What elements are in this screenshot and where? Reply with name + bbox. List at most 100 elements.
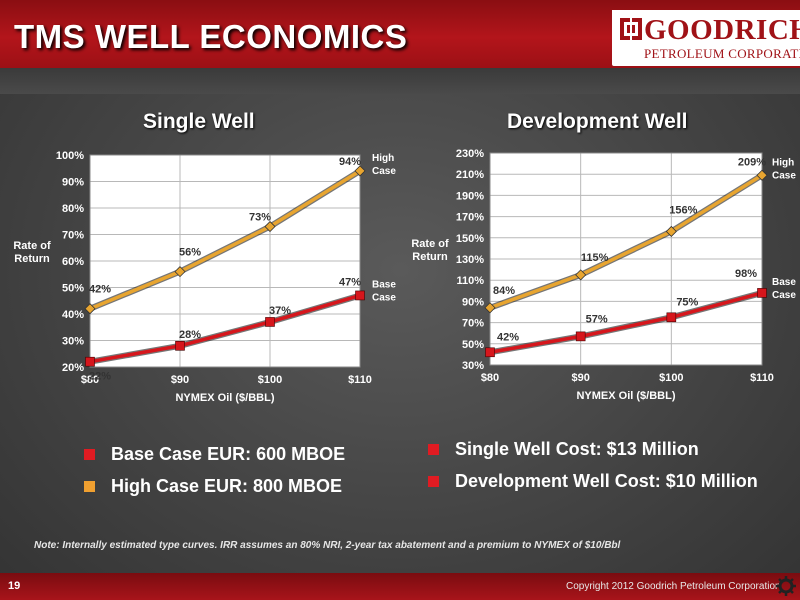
data-point-marker	[174, 266, 186, 278]
series-line-base-case	[89, 293, 361, 364]
data-label: 73%	[249, 212, 271, 224]
data-label: 22%	[89, 371, 111, 383]
series-name-label: High	[772, 157, 794, 168]
x-tick-label: $100	[659, 372, 683, 384]
bullet-item: High Case EUR: 800 MBOE	[84, 470, 345, 502]
y-tick-label: 170%	[456, 212, 484, 224]
y-tick-label: 50%	[462, 339, 484, 351]
x-axis-label: NYMEX Oil ($/BBL)	[175, 392, 274, 404]
data-point-marker	[575, 269, 587, 281]
eur-bullet-list: Base Case EUR: 600 MBOE High Case EUR: 8…	[84, 438, 345, 502]
bullet-square-icon	[84, 480, 95, 492]
data-point-marker	[354, 165, 366, 177]
y-tick-label: 70%	[62, 230, 84, 242]
data-point-marker	[666, 312, 677, 323]
y-tick-label: 80%	[62, 203, 84, 215]
data-point-marker	[757, 288, 767, 298]
data-label: 156%	[669, 204, 697, 216]
plot-border	[489, 152, 763, 366]
x-tick-label: $90	[571, 372, 589, 384]
data-label: 42%	[89, 284, 111, 296]
x-tick-label: $80	[481, 372, 499, 384]
data-label: 42%	[497, 331, 519, 343]
series-line-high-case	[489, 173, 763, 310]
bullet-square-icon	[428, 475, 439, 487]
x-tick-label: $100	[258, 374, 282, 386]
y-tick-label: 110%	[456, 275, 484, 287]
data-label: 209%	[738, 156, 766, 168]
y-axis-label: Rate of	[13, 240, 51, 252]
bullet-item: Single Well Cost: $13 Million	[428, 433, 758, 465]
series-name-label: Case	[772, 170, 796, 181]
x-axis-label: NYMEX Oil ($/BBL)	[576, 390, 675, 402]
data-point-marker	[265, 317, 275, 327]
data-point-marker	[665, 225, 677, 238]
data-label: 37%	[269, 305, 291, 317]
bullet-square-icon	[428, 443, 439, 455]
header-band	[0, 68, 800, 94]
y-tick-label: 190%	[456, 190, 484, 202]
x-tick-label: $80	[81, 374, 99, 386]
plot-border	[89, 154, 361, 368]
bullet-text-single-cost: Single Well Cost: $13 Million	[455, 438, 699, 459]
y-tick-label: 30%	[62, 336, 84, 348]
data-label: 84%	[493, 285, 515, 297]
y-tick-label: 40%	[62, 309, 84, 321]
goodrich-logo-icon	[620, 18, 642, 40]
company-logo: GOODRICH PETROLEUM CORPORATION	[612, 10, 800, 66]
x-tick-label: $90	[171, 374, 189, 386]
logo-subtitle: PETROLEUM CORPORATION	[644, 46, 800, 61]
page-number: 19	[8, 580, 21, 592]
y-tick-label: 30%	[462, 360, 484, 372]
bullet-item: Development Well Cost: $10 Million	[428, 465, 758, 497]
page-title: TMS WELL ECONOMICS	[14, 18, 408, 55]
y-axis-label: Return	[412, 251, 448, 263]
y-tick-label: 210%	[456, 169, 484, 181]
series-name-label: Case	[372, 166, 396, 177]
bullet-text-base-eur: Base Case EUR: 600 MBOE	[111, 443, 346, 464]
data-label: 75%	[676, 296, 698, 308]
y-tick-label: 20%	[62, 362, 84, 374]
chart-title-development-well: Development Well	[507, 110, 688, 133]
data-label: 28%	[179, 329, 201, 341]
chart-single-well: 20% 30% 40% 50% 60% 70% 80% 90% 100% $80 $90 $100 $1…	[13, 150, 396, 404]
y-tick-label: 60%	[62, 256, 84, 268]
y-tick-label: 150%	[456, 233, 484, 245]
cost-bullet-list: Single Well Cost: $13 Million Developmen…	[428, 433, 758, 497]
bullet-item: Base Case EUR: 600 MBOE	[84, 438, 345, 470]
bullet-square-icon	[84, 448, 95, 460]
series-line-high-case	[89, 169, 361, 311]
series-name-label: Case	[372, 292, 396, 303]
data-point-marker	[175, 340, 185, 351]
y-axis-label: Return	[14, 253, 50, 265]
x-tick-label: $110	[348, 374, 372, 386]
data-label: 57%	[586, 313, 608, 325]
bullet-text-dev-cost: Development Well Cost: $10 Million	[455, 470, 758, 491]
bullet-text-high-eur: High Case EUR: 800 MBOE	[111, 475, 343, 496]
copyright-text: Copyright 2012 Goodrich Petroleum Corpor…	[566, 581, 781, 592]
x-tick-label: $110	[750, 372, 774, 384]
data-label: 115%	[581, 252, 609, 264]
series-line-base-case	[489, 291, 763, 355]
data-point-marker	[264, 220, 276, 233]
chart-development-well: 30% 50% 70% 90% 110% 130% 150% 170% 190% 210% 230%…	[411, 148, 796, 402]
series-name-label: Base	[772, 277, 796, 288]
y-tick-label: 70%	[462, 318, 484, 330]
footer-bar: 19 Copyright 2012 Goodrich Petroleum Cor…	[0, 573, 800, 600]
data-label: 98%	[735, 268, 757, 280]
data-point-marker	[756, 169, 768, 181]
gear-emblem-icon	[776, 576, 796, 596]
y-axis-label: Rate of	[411, 238, 449, 250]
data-point-marker	[84, 303, 96, 315]
chart-title-single-well: Single Well	[143, 110, 255, 133]
y-tick-label: 100%	[56, 150, 84, 162]
logo-name: GOODRICH	[644, 14, 800, 46]
y-tick-label: 230%	[456, 148, 484, 160]
series-name-label: Base	[372, 279, 396, 290]
data-point-marker	[575, 331, 586, 342]
data-label: 56%	[179, 247, 201, 259]
header-bar: TMS WELL ECONOMICS GOODRICH PETROLEUM CO…	[0, 0, 800, 68]
data-point-marker	[85, 356, 95, 367]
data-label: 94%	[339, 156, 361, 168]
